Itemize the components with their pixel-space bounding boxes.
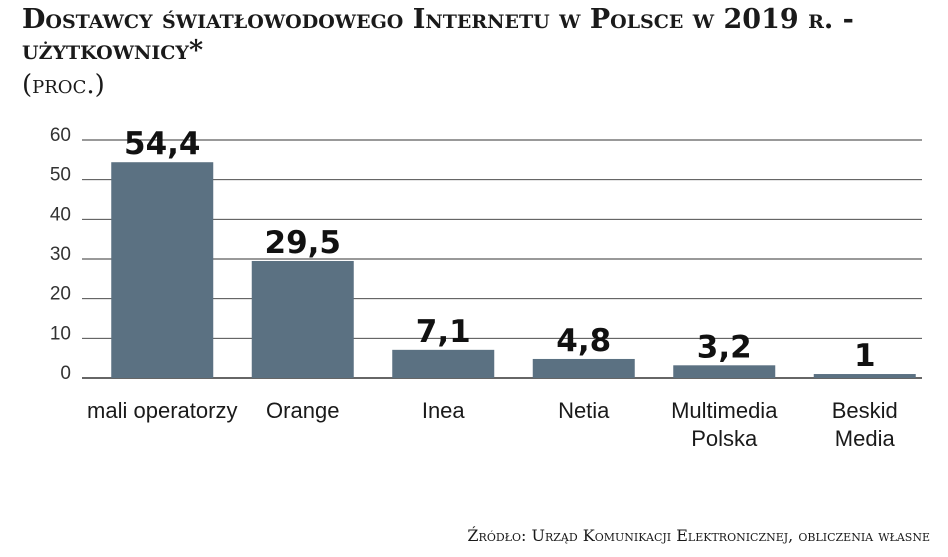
bar bbox=[392, 349, 495, 378]
data-label: 29,5 bbox=[265, 225, 342, 261]
y-tick-label: 0 bbox=[60, 363, 71, 384]
category-label: Multimedia Polska bbox=[671, 398, 778, 451]
y-tick-label: 30 bbox=[50, 244, 71, 265]
data-labels: 54,4 29,5 7,1 4,8 3,2 1 bbox=[124, 126, 876, 374]
data-label: 4,8 bbox=[556, 323, 611, 359]
bar bbox=[251, 260, 354, 378]
category-label: Inea bbox=[422, 398, 466, 423]
bar bbox=[532, 358, 635, 378]
category-labels: mali operatorzy Orange Inea Netia Multimedia… bbox=[87, 398, 898, 451]
data-label: 7,1 bbox=[416, 314, 471, 350]
data-label: 1 bbox=[854, 338, 876, 374]
category-label: Netia bbox=[558, 398, 610, 423]
category-label: Beskid Media bbox=[832, 398, 898, 451]
y-tick-label: 50 bbox=[50, 165, 71, 186]
source-note: Źródło: Urząd Komunikacji Elektronicznej… bbox=[467, 526, 930, 545]
category-label: Orange bbox=[266, 398, 339, 423]
data-label: 3,2 bbox=[697, 329, 752, 365]
bars bbox=[111, 162, 916, 378]
y-tick-label: 10 bbox=[50, 323, 71, 344]
y-tick-label: 60 bbox=[50, 125, 71, 146]
chart-subtitle: (proc.) bbox=[22, 70, 105, 100]
y-tick-label: 40 bbox=[50, 204, 71, 225]
bar bbox=[673, 365, 776, 378]
grid-lines bbox=[82, 139, 922, 379]
y-tick-label: 20 bbox=[50, 284, 71, 305]
category-label: mali operatorzy bbox=[87, 398, 237, 423]
chart-title: Dostawcy światłowodowego Internetu w Pol… bbox=[22, 4, 854, 66]
y-axis-ticks: 0 10 20 30 40 50 60 bbox=[50, 125, 71, 384]
bar bbox=[111, 162, 214, 378]
data-label: 54,4 bbox=[124, 126, 201, 162]
bar bbox=[813, 374, 916, 378]
